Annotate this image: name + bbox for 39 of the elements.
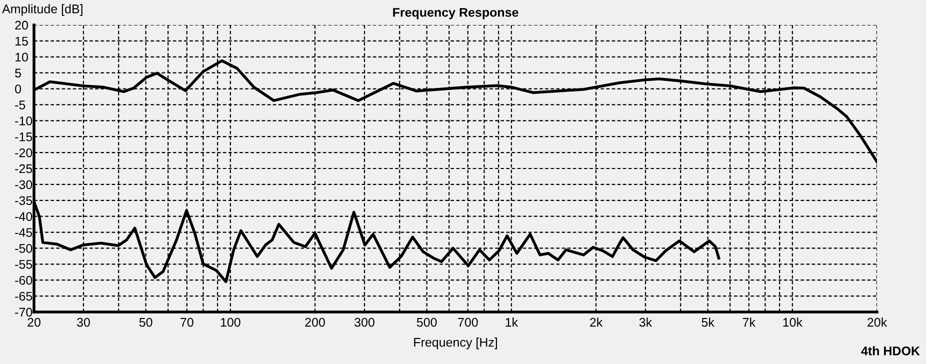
y-tick-label: -15 — [15, 132, 32, 142]
x-tick-label: 30 — [77, 318, 90, 327]
x-tick-label: 100 — [220, 318, 240, 327]
y-tick-label: -20 — [15, 148, 32, 158]
y-tick-label: -30 — [15, 180, 32, 190]
y-tick-label: -40 — [15, 212, 32, 221]
y-axis-title: Amplitude [dB] — [2, 4, 82, 16]
x-axis-title: Frequency [Hz] — [414, 338, 497, 350]
x-tick-label: 20k — [868, 318, 888, 327]
chart-title: Frequency Response — [393, 8, 518, 20]
x-tick-label: 5k — [702, 318, 714, 327]
x-tick-label: 300 — [354, 318, 374, 327]
x-tick-label: 700 — [458, 318, 478, 327]
y-tick-label: 5 — [15, 68, 21, 78]
y-tick-label: -25 — [15, 164, 32, 174]
text: 4th HDOK — [861, 346, 920, 356]
y-tick-label: 15 — [16, 36, 28, 46]
x-tick-label: 50 — [139, 318, 152, 327]
x-tick-label: 3k — [639, 318, 652, 327]
y-tick-label: -70 — [15, 308, 32, 317]
y-tick-label: 0 — [15, 84, 22, 94]
x-tick-label: 200 — [305, 318, 325, 327]
y-tick-label: -55 — [15, 260, 32, 269]
y-tick-label: -50 — [15, 244, 32, 253]
x-tick-label: 10k — [783, 318, 803, 327]
y-tick-label: -5 — [15, 100, 26, 110]
x-tick-label: 20 — [28, 318, 40, 327]
x-tick-label: 2k — [590, 318, 603, 327]
y-tick-label: 10 — [16, 52, 28, 62]
x-tick-label: 1k — [506, 318, 518, 327]
y-tick-label: -60 — [15, 276, 32, 285]
x-tick-label: 70 — [180, 318, 194, 327]
y-tick-label: -10 — [15, 116, 32, 126]
y-tick-label: -65 — [15, 292, 32, 301]
x-tick-label: 500 — [416, 318, 437, 327]
y-tick-label: 20 — [15, 20, 28, 30]
y-tick-label: -45 — [15, 228, 32, 237]
y-tick-label: -35 — [15, 196, 32, 206]
x-tick-label: 7k — [742, 318, 756, 327]
